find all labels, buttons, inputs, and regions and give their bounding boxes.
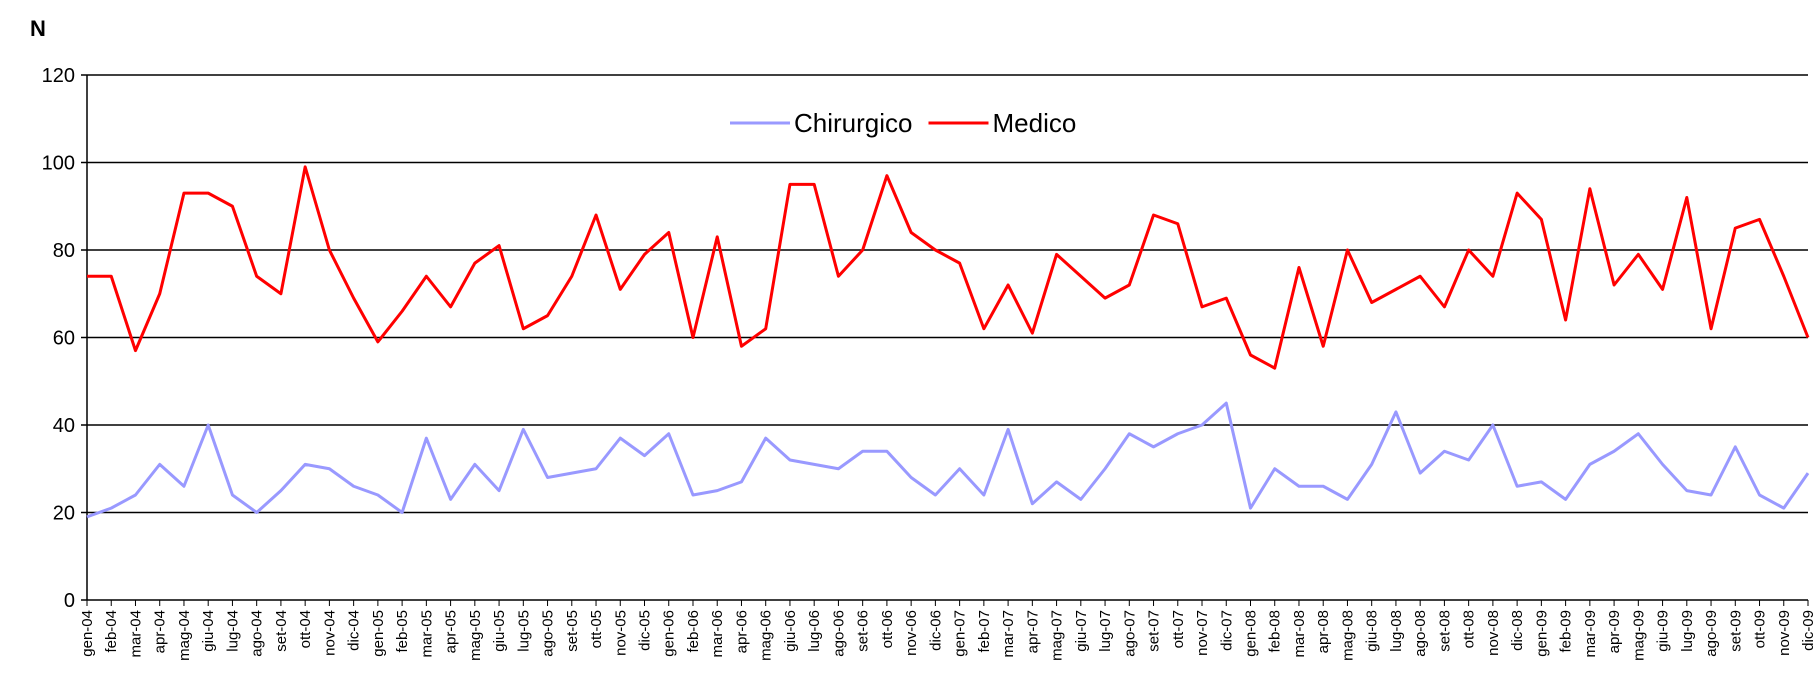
x-tick-label: lug-09 bbox=[1679, 610, 1696, 652]
x-tick-label: mag-05 bbox=[467, 610, 484, 661]
x-tick-label: mag-08 bbox=[1339, 610, 1356, 661]
x-tick-label: mag-09 bbox=[1630, 610, 1647, 661]
x-tick-label: gen-04 bbox=[79, 610, 96, 657]
x-tick-label: mag-07 bbox=[1049, 610, 1066, 661]
x-tick-label: mar-09 bbox=[1582, 610, 1599, 658]
y-tick-label: 80 bbox=[53, 240, 75, 262]
y-tick-label: 0 bbox=[64, 590, 75, 612]
x-tick-label: giu-08 bbox=[1364, 610, 1381, 652]
x-tick-label: apr-05 bbox=[443, 610, 460, 653]
x-tick-label: mar-06 bbox=[709, 610, 726, 658]
x-tick-label: ott-04 bbox=[297, 610, 314, 648]
series-line bbox=[86, 401, 1810, 519]
x-tick-label: feb-06 bbox=[685, 610, 702, 653]
x-tick-label: lug-08 bbox=[1388, 610, 1405, 652]
x-tick-label: ott-09 bbox=[1752, 610, 1769, 648]
x-tick-label: gen-08 bbox=[1242, 610, 1259, 657]
y-tick-label: 120 bbox=[42, 65, 75, 87]
x-tick-label: set-08 bbox=[1436, 610, 1453, 652]
x-tick-label: ott-07 bbox=[1170, 610, 1187, 648]
x-tick-label: set-06 bbox=[855, 610, 872, 652]
x-tick-label: feb-09 bbox=[1558, 610, 1575, 653]
x-tick-label: dic-07 bbox=[1218, 610, 1235, 651]
x-tick-label: nov-06 bbox=[903, 610, 920, 656]
x-tick-label: ago-04 bbox=[249, 610, 266, 657]
x-tick-label: giu-09 bbox=[1655, 610, 1672, 652]
x-tick-label: feb-07 bbox=[976, 610, 993, 653]
x-tick-label: mag-06 bbox=[758, 610, 775, 661]
x-tick-label: giu-07 bbox=[1073, 610, 1090, 652]
x-tick-label: dic-06 bbox=[927, 610, 944, 651]
x-tick-label: ott-08 bbox=[1461, 610, 1478, 648]
legend-label: Chirurgico bbox=[794, 108, 913, 138]
x-tick-label: giu-06 bbox=[782, 610, 799, 652]
x-tick-label: set-07 bbox=[1146, 610, 1163, 652]
y-tick-label: 60 bbox=[53, 328, 75, 350]
x-tick-label: ago-07 bbox=[1121, 610, 1138, 657]
x-tick-label: mag-04 bbox=[176, 610, 193, 661]
x-tick-label: apr-04 bbox=[152, 610, 169, 653]
x-tick-label: ago-05 bbox=[540, 610, 557, 657]
x-tick-label: ago-08 bbox=[1412, 610, 1429, 657]
x-tick-label: set-04 bbox=[273, 610, 290, 652]
x-tick-label: lug-04 bbox=[224, 610, 241, 652]
series-line bbox=[87, 165, 1810, 370]
x-tick-label: dic-04 bbox=[346, 610, 363, 651]
x-tick-label: mar-08 bbox=[1291, 610, 1308, 658]
x-tick-label: dic-08 bbox=[1509, 610, 1526, 651]
x-tick-label: ott-05 bbox=[588, 610, 605, 648]
x-tick-label: mar-04 bbox=[127, 610, 144, 658]
y-tick-label: 40 bbox=[53, 415, 75, 437]
x-tick-label: apr-07 bbox=[1024, 610, 1041, 653]
y-tick-label: 20 bbox=[53, 503, 75, 525]
x-tick-label: nov-09 bbox=[1776, 610, 1793, 656]
x-tick-label: dic-05 bbox=[637, 610, 654, 651]
x-tick-label: set-05 bbox=[564, 610, 581, 652]
x-tick-label: mar-05 bbox=[418, 610, 435, 658]
x-tick-label: mar-07 bbox=[1000, 610, 1017, 658]
x-tick-label: feb-08 bbox=[1267, 610, 1284, 653]
x-tick-label: apr-08 bbox=[1315, 610, 1332, 653]
x-tick-label: feb-04 bbox=[103, 610, 120, 653]
x-tick-label: lug-06 bbox=[806, 610, 823, 652]
x-tick-label: set-09 bbox=[1727, 610, 1744, 652]
y-tick-label: 100 bbox=[42, 153, 75, 175]
x-tick-label: apr-06 bbox=[733, 610, 750, 653]
legend-label: Medico bbox=[993, 108, 1077, 138]
x-tick-label: nov-08 bbox=[1485, 610, 1502, 656]
x-tick-label: gen-05 bbox=[370, 610, 387, 657]
x-tick-label: feb-05 bbox=[394, 610, 411, 653]
x-tick-label: nov-04 bbox=[321, 610, 338, 656]
x-tick-label: ago-06 bbox=[830, 610, 847, 657]
y-axis-label: N bbox=[30, 16, 46, 41]
x-tick-label: ott-06 bbox=[879, 610, 896, 648]
x-tick-label: gen-07 bbox=[952, 610, 969, 657]
x-tick-label: nov-07 bbox=[1194, 610, 1211, 656]
x-tick-label: dic-09 bbox=[1800, 610, 1813, 651]
x-tick-label: gen-06 bbox=[661, 610, 678, 657]
x-tick-label: lug-07 bbox=[1097, 610, 1114, 652]
x-tick-label: apr-09 bbox=[1606, 610, 1623, 653]
x-tick-label: gen-09 bbox=[1533, 610, 1550, 657]
x-tick-label: lug-05 bbox=[515, 610, 532, 652]
x-tick-label: giu-04 bbox=[200, 610, 217, 652]
x-tick-label: ago-09 bbox=[1703, 610, 1720, 657]
x-tick-label: giu-05 bbox=[491, 610, 508, 652]
x-tick-label: nov-05 bbox=[612, 610, 629, 656]
